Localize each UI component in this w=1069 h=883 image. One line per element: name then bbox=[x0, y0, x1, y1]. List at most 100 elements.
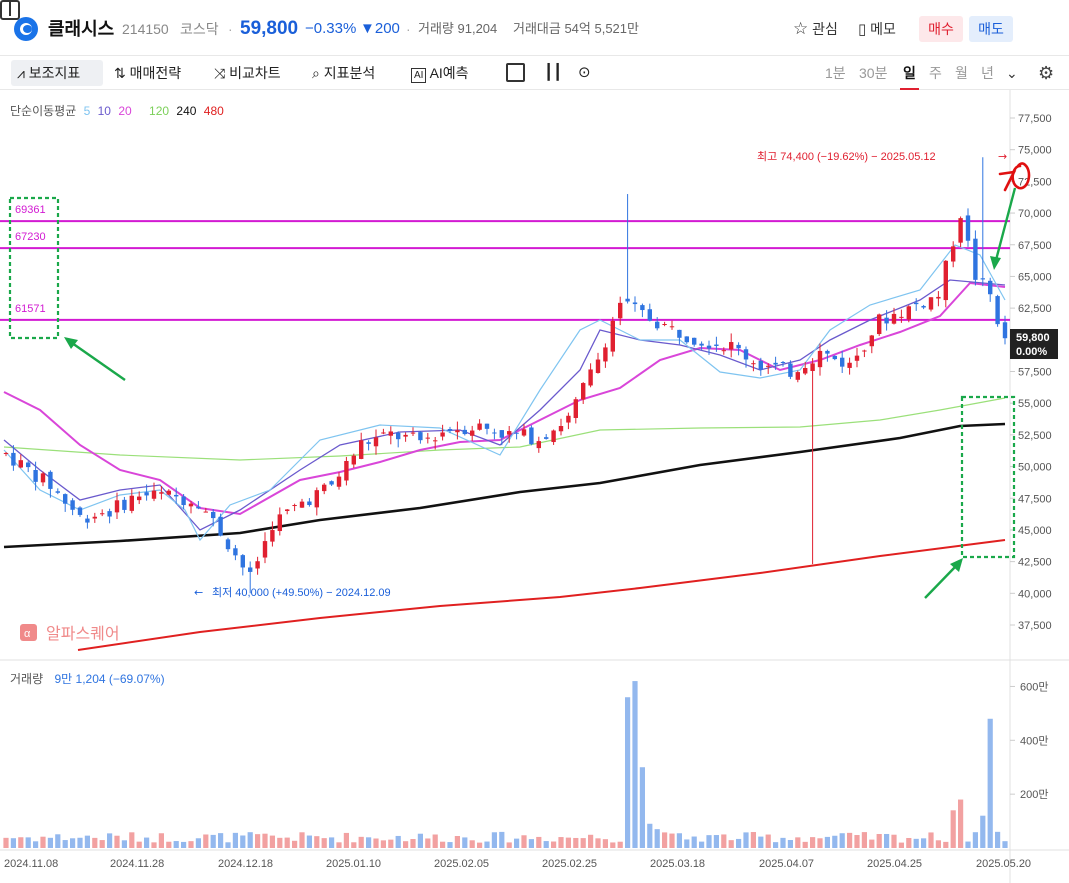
candle-body bbox=[507, 431, 512, 435]
price-chart[interactable]: 단순이동평균 5 10 20 120 240 480 77,500 75,000 7… bbox=[0, 90, 1069, 883]
volume-bar bbox=[99, 840, 105, 848]
volume-bar bbox=[610, 842, 616, 848]
candle-body bbox=[100, 513, 105, 515]
candle-body bbox=[780, 362, 786, 364]
period-day[interactable]: 일 bbox=[900, 60, 919, 90]
ma-legend-5: 5 bbox=[84, 104, 91, 118]
volume-bar bbox=[121, 840, 127, 848]
market-name: 코스닥 bbox=[180, 21, 219, 37]
candle-body bbox=[965, 215, 971, 241]
side-panel-toggle-icon[interactable] bbox=[0, 0, 20, 20]
candle-body bbox=[70, 500, 75, 510]
volume-bar bbox=[699, 841, 705, 848]
candle-body bbox=[869, 335, 874, 347]
buy-button[interactable]: 매수 bbox=[919, 16, 963, 42]
separator-dot: · bbox=[406, 21, 411, 37]
stock-name[interactable]: 클래시스 bbox=[48, 19, 115, 39]
volume-bar bbox=[454, 836, 460, 848]
candle-body bbox=[107, 511, 112, 517]
volume-bar bbox=[765, 834, 771, 848]
volume-bar bbox=[158, 833, 164, 848]
volume-bar bbox=[721, 834, 727, 848]
volume-bar bbox=[832, 835, 838, 848]
period-year[interactable]: 년 bbox=[981, 65, 994, 81]
price-axis: 77,50075,00072,50070,00067,50065,00062,5… bbox=[1010, 113, 1052, 632]
volume-bar bbox=[750, 832, 756, 848]
company-logo-icon bbox=[14, 17, 38, 41]
candle-body bbox=[233, 548, 238, 556]
candle-body bbox=[240, 555, 245, 568]
price-tick-label: 42,500 bbox=[1018, 557, 1052, 569]
gear-icon[interactable]: ⚙ bbox=[1038, 63, 1055, 83]
volume-bar bbox=[447, 842, 453, 848]
ai-forecast-button[interactable]: AI AI예측 bbox=[411, 60, 469, 86]
candle-body bbox=[840, 357, 845, 367]
period-month[interactable]: 월 bbox=[955, 65, 968, 81]
memo-button[interactable]: ▯ 메모 bbox=[858, 16, 896, 42]
candle-body bbox=[721, 350, 726, 352]
candle-body bbox=[351, 455, 356, 465]
price-tick-label: 40,000 bbox=[1018, 588, 1052, 600]
chevron-down-icon[interactable]: ⌄ bbox=[1006, 65, 1018, 81]
candlesticks bbox=[3, 157, 1008, 594]
volume-bar bbox=[173, 841, 179, 848]
volume-bar bbox=[417, 833, 423, 848]
volume-bar bbox=[225, 842, 231, 848]
volume-bar bbox=[802, 841, 808, 848]
ma480-line bbox=[77, 539, 1006, 651]
candle-body bbox=[766, 365, 771, 367]
indicator-analysis-button[interactable]: ⌕ 지표분석 bbox=[312, 60, 375, 86]
indicator-icon: ⩘ bbox=[17, 65, 25, 81]
volume-bar bbox=[262, 833, 268, 848]
watchlist-button[interactable]: ☆ 관심 bbox=[793, 16, 838, 42]
candle-body bbox=[529, 427, 534, 445]
candle-body bbox=[729, 342, 734, 350]
period-30min[interactable]: 30분 bbox=[859, 65, 888, 81]
strategy-button[interactable]: ⇅ 매매전략 bbox=[114, 60, 181, 86]
price-tick-label: 50,000 bbox=[1018, 462, 1052, 474]
candle-body bbox=[928, 297, 934, 310]
candle-body bbox=[396, 432, 401, 440]
candle-body bbox=[558, 426, 564, 432]
period-week[interactable]: 주 bbox=[929, 65, 942, 81]
volume-bar bbox=[617, 841, 623, 848]
camera-icon[interactable]: ⊙ bbox=[578, 64, 591, 81]
volume-bar bbox=[980, 815, 986, 848]
indicator-button[interactable]: ⩘ 보조지표 bbox=[11, 60, 103, 86]
drawing-box-icon[interactable] bbox=[506, 63, 525, 82]
candle-body bbox=[662, 324, 667, 326]
candle-body bbox=[388, 431, 393, 436]
volume-bar bbox=[269, 835, 275, 848]
annotation-arrow-left bbox=[64, 337, 126, 381]
period-1min[interactable]: 1분 bbox=[825, 65, 846, 81]
price-tick-label: 75,000 bbox=[1018, 145, 1052, 157]
candle-body bbox=[33, 469, 38, 482]
volume-bar bbox=[499, 831, 505, 848]
candle-body bbox=[48, 471, 53, 489]
handwritten-note-70 bbox=[998, 162, 1031, 192]
ma-legend-label: 단순이동평균 bbox=[10, 104, 76, 118]
candle-body bbox=[462, 429, 467, 435]
volume-bar bbox=[25, 837, 31, 848]
volume-bar bbox=[166, 841, 172, 848]
candle-body bbox=[817, 350, 823, 368]
candle-body bbox=[359, 440, 364, 459]
volume-bar bbox=[995, 831, 1001, 848]
candle-body bbox=[137, 496, 142, 501]
volume-bar bbox=[795, 837, 801, 848]
candle-body bbox=[63, 494, 68, 504]
candle-type-icon[interactable]: ┃┃ bbox=[544, 64, 563, 81]
candle-body bbox=[803, 368, 808, 374]
ma5-line bbox=[3, 244, 1006, 542]
volume-bar bbox=[277, 837, 283, 848]
volume-info: 거래량 91,204 bbox=[418, 21, 498, 36]
candle-body bbox=[625, 298, 630, 302]
volume-bar bbox=[107, 833, 113, 848]
strategy-icon: ⇅ bbox=[114, 65, 126, 81]
compare-chart-button[interactable]: ⤨ 비교차트 bbox=[214, 60, 281, 86]
candle-body bbox=[366, 442, 371, 444]
candle-body bbox=[573, 399, 578, 418]
ma-legend-480: 480 bbox=[204, 104, 224, 118]
candle-body bbox=[292, 505, 297, 507]
sell-button[interactable]: 매도 bbox=[969, 16, 1013, 42]
